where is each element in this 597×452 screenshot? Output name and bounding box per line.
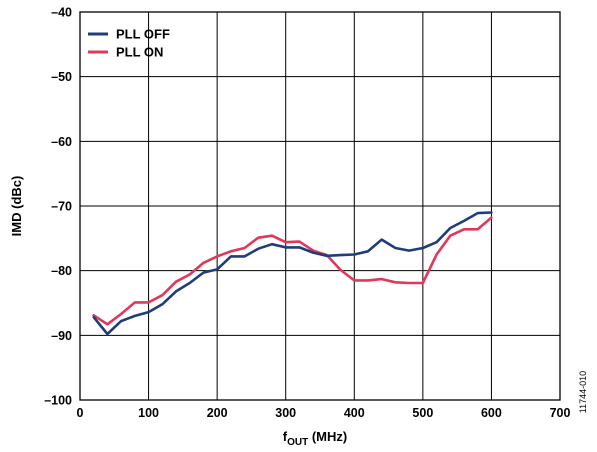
grid-lines bbox=[79, 11, 561, 401]
series-layer bbox=[92, 211, 493, 336]
figure-id: 11744-010 bbox=[578, 371, 588, 413]
x-tick-label: 300 bbox=[275, 406, 296, 420]
y-tick-label: –80 bbox=[51, 264, 72, 278]
legend: PLL OFF PLL ON bbox=[88, 27, 170, 60]
legend-label-pll-off: PLL OFF bbox=[116, 27, 170, 42]
y-tick-label: –100 bbox=[44, 394, 72, 408]
series-line-pll-off bbox=[92, 211, 493, 336]
x-tick-label: 0 bbox=[77, 406, 84, 420]
series-line-pll-on bbox=[92, 216, 493, 326]
y-tick-label: –50 bbox=[51, 70, 72, 84]
x-tick-label: 600 bbox=[481, 406, 502, 420]
x-axis-label-main: f bbox=[283, 429, 288, 444]
x-tick-labels: 0 100 200 300 400 500 600 700 bbox=[77, 406, 571, 420]
x-axis-label-sub: OUT bbox=[287, 437, 308, 448]
legend-label-pll-on: PLL ON bbox=[116, 45, 163, 60]
y-tick-labels: –40 –50 –60 –70 –80 –90 –100 bbox=[44, 6, 72, 408]
y-tick-label: –60 bbox=[51, 135, 72, 149]
x-tick-label: 100 bbox=[138, 406, 159, 420]
x-tick-label: 200 bbox=[207, 406, 228, 420]
x-tick-label: 700 bbox=[550, 406, 571, 420]
x-tick-label: 500 bbox=[412, 406, 433, 420]
x-axis-label: fOUT (MHz) bbox=[283, 429, 347, 448]
y-tick-label: –70 bbox=[51, 200, 72, 214]
y-tick-label: –90 bbox=[51, 329, 72, 343]
y-tick-label: –40 bbox=[51, 6, 72, 20]
plot-frame bbox=[79, 11, 561, 401]
x-tick-label: 400 bbox=[344, 406, 365, 420]
y-axis-label: IMD (dBc) bbox=[9, 176, 24, 237]
x-axis-label-rest: (MHz) bbox=[308, 429, 347, 444]
